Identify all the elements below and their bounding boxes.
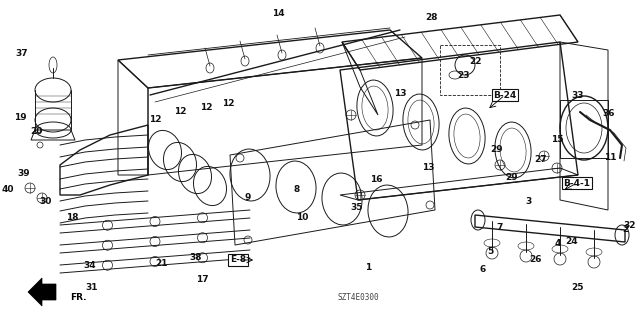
Text: 34: 34	[84, 261, 96, 270]
Text: 32: 32	[624, 221, 636, 231]
Text: 13: 13	[422, 164, 435, 173]
Text: 27: 27	[534, 155, 547, 165]
Text: 11: 11	[604, 153, 616, 162]
Text: 29: 29	[506, 173, 518, 182]
Text: 16: 16	[370, 175, 382, 184]
Text: 3: 3	[525, 197, 531, 206]
Text: 12: 12	[221, 99, 234, 108]
Bar	[560, 100, 608, 158]
Text: 13: 13	[394, 90, 406, 99]
Text: 2: 2	[622, 226, 628, 234]
Bar	[440, 45, 500, 95]
Polygon shape	[28, 278, 56, 306]
Text: 24: 24	[566, 238, 579, 247]
Text: FR.: FR.	[70, 293, 86, 301]
Text: 20: 20	[30, 128, 42, 137]
Text: 7: 7	[497, 224, 503, 233]
Text: 26: 26	[529, 255, 541, 263]
Text: B-24: B-24	[493, 91, 516, 100]
Text: 40: 40	[2, 186, 14, 195]
Text: 25: 25	[571, 283, 583, 292]
Text: 28: 28	[426, 12, 438, 21]
Text: 12: 12	[200, 102, 212, 112]
Text: 33: 33	[572, 92, 584, 100]
Text: 12: 12	[173, 108, 186, 116]
Text: 23: 23	[458, 71, 470, 80]
Text: 38: 38	[189, 254, 202, 263]
Text: 37: 37	[16, 49, 28, 58]
Text: 14: 14	[272, 10, 284, 19]
Text: 5: 5	[487, 248, 493, 256]
Text: 18: 18	[66, 213, 78, 222]
Text: 1: 1	[365, 263, 371, 272]
Text: 12: 12	[148, 115, 161, 124]
Text: 4: 4	[555, 239, 561, 248]
Text: 9: 9	[245, 192, 251, 202]
Text: 39: 39	[18, 168, 30, 177]
Text: B-4-1: B-4-1	[563, 179, 591, 188]
Text: 8: 8	[294, 186, 300, 195]
Text: 31: 31	[86, 283, 99, 292]
Text: 15: 15	[551, 136, 563, 145]
Text: E-8: E-8	[230, 256, 246, 264]
Text: 22: 22	[468, 57, 481, 66]
Text: SZT4E0300: SZT4E0300	[337, 293, 379, 302]
Text: 6: 6	[480, 265, 486, 275]
Text: 17: 17	[196, 276, 208, 285]
Text: 30: 30	[40, 197, 52, 206]
Text: 10: 10	[296, 212, 308, 221]
Text: 35: 35	[351, 204, 364, 212]
Text: 29: 29	[491, 145, 503, 154]
Text: 36: 36	[603, 109, 615, 118]
Text: 21: 21	[156, 259, 168, 269]
Text: 19: 19	[13, 114, 26, 122]
